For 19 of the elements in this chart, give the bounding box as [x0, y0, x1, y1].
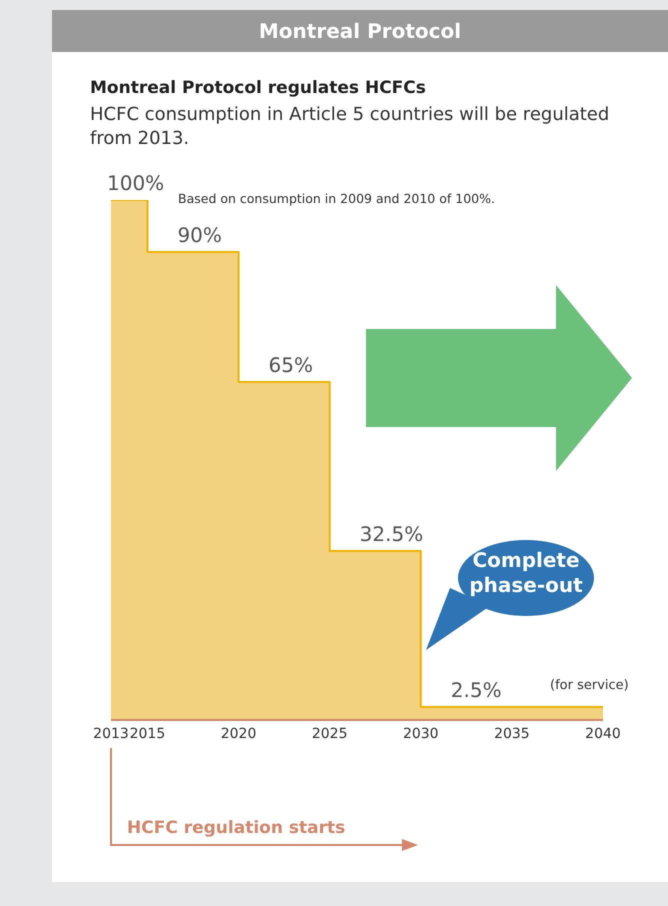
- chart-subtitle: Montreal Protocol regulates HCFCs: [90, 78, 426, 98]
- x-tick-label: 2015: [130, 726, 166, 742]
- data-label: 32.5%: [360, 522, 424, 546]
- x-tick-label: 2025: [312, 726, 348, 742]
- text: HCFC consumption in Article 5 countries will be regulated from 2013.: [90, 103, 610, 151]
- data-label: 100%: [107, 171, 164, 195]
- x-tick-label: 2020: [220, 726, 256, 742]
- data-label: 90%: [177, 223, 222, 247]
- chart-title: Montreal Protocol: [52, 10, 668, 52]
- annotation: (for service): [550, 678, 629, 693]
- annotation: Complete phase-out: [468, 548, 584, 598]
- data-label: 65%: [268, 353, 314, 377]
- x-tick-label: 2030: [402, 726, 439, 742]
- x-tick-label: 2035: [494, 726, 530, 742]
- annotation: Based on consumption in 2009 and 2010 of 100%.: [178, 191, 495, 206]
- data-label: 2.5%: [450, 678, 502, 702]
- x-tick-label: 2013: [93, 726, 129, 742]
- x-tick-label: 2040: [585, 726, 621, 742]
- text: HCFC regulation starts: [127, 818, 346, 838]
